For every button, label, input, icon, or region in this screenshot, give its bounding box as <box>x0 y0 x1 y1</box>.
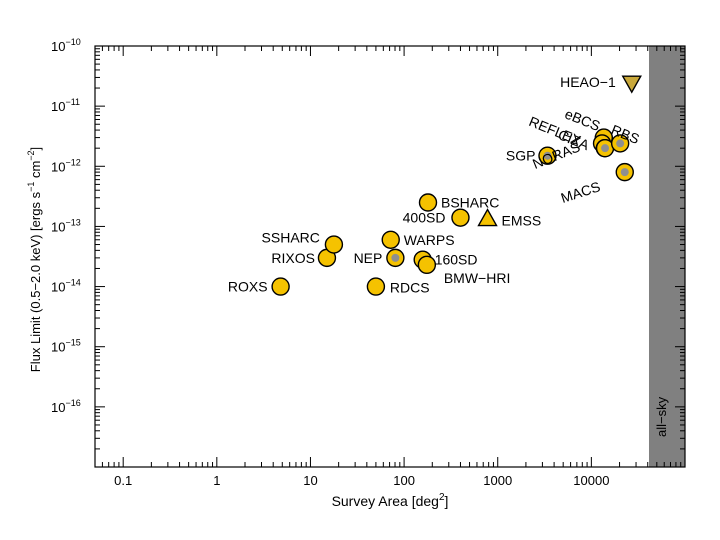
y-tick-label: 10−16 <box>51 398 81 415</box>
label-ssharc: SSHARC <box>262 230 320 246</box>
label-rixos: RIXOS <box>271 250 315 266</box>
x-tick-label: 10 <box>303 473 317 488</box>
label-rdcs: RDCS <box>390 280 430 296</box>
label-sgp: SGP <box>506 148 536 164</box>
marker-warps <box>381 230 400 249</box>
marker-rdcs <box>366 277 386 296</box>
y-tick-label: 10−14 <box>51 278 81 295</box>
label-emss: EMSS <box>502 213 542 229</box>
marker-roxs <box>271 277 290 296</box>
y-tick-label: 10−15 <box>51 338 81 355</box>
marker-400sd <box>451 208 470 227</box>
label-bmw-hri: BMW−HRI <box>444 270 511 286</box>
label-warps: WARPS <box>404 232 455 248</box>
y-tick-label: 10−10 <box>51 37 81 54</box>
label-400sd: 400SD <box>403 210 446 226</box>
y-tick-label: 10−12 <box>51 157 81 174</box>
x-tick-label: 10000 <box>573 473 609 488</box>
marker-sgp-dot <box>543 151 552 160</box>
marker-emss <box>477 208 498 227</box>
label-bsharc: BSHARC <box>441 194 499 210</box>
x-axis-title: Survey Area [deg2] <box>332 492 449 509</box>
all-sky-label: all−sky <box>654 396 669 437</box>
y-tick-label: 10−13 <box>51 217 81 234</box>
x-tick-label: 0.1 <box>114 473 132 488</box>
marker-heao-1 <box>621 75 642 94</box>
x-tick-label: 1000 <box>483 473 512 488</box>
marker-bsharc <box>418 193 438 212</box>
all-sky-band <box>648 46 685 467</box>
marker-rbs-dot <box>616 139 625 148</box>
label-roxs: ROXS <box>228 279 268 295</box>
marker-noras-dot <box>601 144 610 153</box>
x-tick-label: 1 <box>213 473 220 488</box>
marker-macs-dot <box>620 168 629 177</box>
marker-bmw-hri <box>417 255 437 275</box>
y-tick-label: 10−11 <box>51 97 80 114</box>
y-axis-title: Flux Limit (0.5−2.0 keV) [ergs s−1 cm−2] <box>26 147 43 372</box>
label-heao-1: HEAO−1 <box>560 74 616 90</box>
label-160sd: 160SD <box>435 252 478 268</box>
x-tick-label: 100 <box>393 473 415 488</box>
label-nep: NEP <box>354 250 383 266</box>
marker-nep-dot <box>391 253 400 262</box>
marker-ssharc <box>324 235 344 254</box>
